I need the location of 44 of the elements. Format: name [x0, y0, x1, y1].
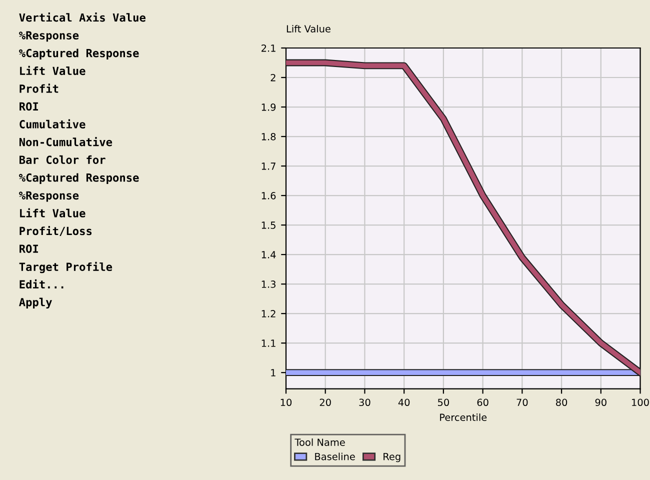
- y-tick-label: 1: [271, 369, 276, 376]
- y-tick-label: 1.5: [262, 222, 276, 229]
- text: %Captured Response: [19, 173, 139, 184]
- text: %Response: [19, 31, 79, 42]
- x-tick-label: 30: [359, 398, 370, 406]
- text: ROI: [20, 102, 38, 111]
- x-tick-label: 40: [398, 398, 410, 406]
- y-tick-label: 1.1: [262, 340, 276, 347]
- text: Profit/Loss: [20, 226, 92, 236]
- y-tick-label: 1.6: [262, 192, 276, 200]
- text: Non-Cumulative: [19, 137, 112, 146]
- legend-title: Tool Name: [294, 438, 345, 446]
- y-axis-title: Lift Value: [286, 24, 330, 32]
- text: Vertical Axis Value: [19, 12, 146, 22]
- text: Profit: [20, 84, 58, 93]
- y-tick-label: 1.3: [262, 280, 276, 288]
- legend-label: Baseline: [315, 452, 355, 460]
- text: Edit...: [20, 279, 64, 289]
- text: Lift Value: [20, 208, 86, 218]
- text: %Response: [19, 191, 79, 202]
- y-tick-label: 2: [270, 74, 276, 82]
- x-tick-label: 20: [320, 398, 331, 406]
- x-tick-label: 10: [280, 398, 292, 406]
- text: %Captured Response: [19, 48, 139, 60]
- text: Apply: [19, 298, 52, 308]
- x-tick-label: 100: [632, 398, 649, 406]
- y-tick-label: 1.9: [262, 103, 276, 111]
- y-tick-label: 1.7: [262, 162, 276, 170]
- x-tick-label: 70: [516, 398, 528, 406]
- text: ROI: [20, 244, 38, 253]
- x-tick-label: 80: [556, 398, 568, 406]
- y-tick-label: 1.4: [262, 251, 276, 258]
- text: Bar Color for: [20, 155, 106, 164]
- x-axis-title: Percentile: [440, 413, 487, 422]
- y-tick-label: 2.1: [262, 44, 276, 52]
- x-tick-label: 90: [595, 398, 606, 406]
- text: Lift Value: [20, 66, 86, 76]
- text: Cumulative: [20, 119, 86, 128]
- x-tick-label: 60: [477, 398, 488, 406]
- y-tick-label: 1.8: [262, 132, 276, 140]
- x-tick-label: 50: [438, 398, 449, 406]
- y-tick-label: 1.2: [262, 310, 276, 318]
- legend-label: Reg: [384, 453, 400, 462]
- text: Target Profile: [19, 262, 112, 274]
